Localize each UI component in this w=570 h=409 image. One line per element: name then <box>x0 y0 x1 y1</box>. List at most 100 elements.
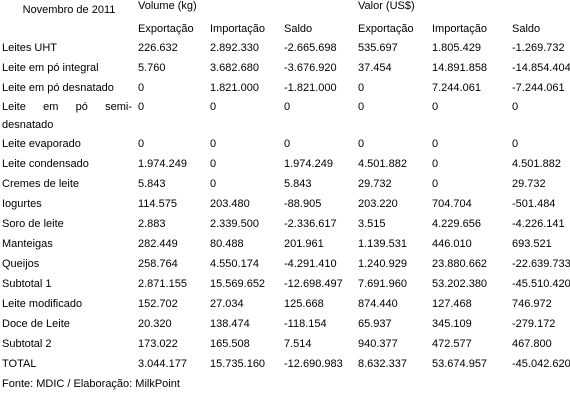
cell: 258.764 <box>138 258 178 270</box>
table-row: Subtotal 2 173.022 165.508 7.514 940.377 472.… <box>0 334 570 354</box>
cell: 472.577 <box>432 338 472 350</box>
cell: -1.269.732 <box>512 42 565 54</box>
row-label: Leite em pó desnatado <box>2 82 114 94</box>
cell: 29.732 <box>512 178 546 190</box>
cell: 0 <box>210 178 217 190</box>
cell: 0 <box>432 101 439 113</box>
cell: 173.022 <box>138 338 178 350</box>
table-row: Subtotal 1 2.871.155 15.569.652 -12.698.497… <box>0 274 570 294</box>
cell: 4.501.882 <box>512 158 561 170</box>
row-label: Soro de leite <box>2 218 64 230</box>
row-label: Subtotal 1 <box>2 278 52 290</box>
table-row: Leite em pó integral 5.760 3.682.680 -3.676… <box>0 58 570 78</box>
cell: 2.892.330 <box>210 42 259 54</box>
cell: -22.639.733 <box>512 258 570 270</box>
cell: 152.702 <box>138 298 178 310</box>
cell: 1.240.929 <box>358 258 407 270</box>
cell: 20.320 <box>138 318 172 330</box>
cell: 2.883 <box>138 218 166 230</box>
cell: 467.800 <box>512 338 552 350</box>
cell: 940.377 <box>358 338 398 350</box>
cell: 3.682.680 <box>210 62 259 74</box>
table-row: Leites UHT 226.632 2.892.330 -2.665.698 535.… <box>0 38 570 58</box>
table-body: Novembro de 2011 Volume (kg) Valor (US$)… <box>0 0 570 374</box>
cell: 114.575 <box>138 198 177 210</box>
cell: 1.974.249 <box>284 158 333 170</box>
column-header: Importação <box>432 22 488 35</box>
cell: 535.697 <box>358 42 398 54</box>
table-row: Leite condensado 1.974.249 0 1.974.249 4.501… <box>0 154 570 174</box>
cell: -279.172 <box>512 318 556 330</box>
cell: 0 <box>210 158 217 170</box>
cell: 0 <box>432 158 439 170</box>
cell: 201.961 <box>284 238 324 250</box>
cell: 746.972 <box>512 298 552 310</box>
table-row: Leite evaporado 0 0 0 0 0 0 <box>0 134 570 154</box>
cell: 0 <box>432 138 439 150</box>
cell: 203.480 <box>210 198 250 210</box>
cell: 1.139.531 <box>358 238 407 250</box>
cell: -4.226.141 <box>512 218 565 230</box>
cell: 29.732 <box>358 178 392 190</box>
cell: 0 <box>210 101 217 113</box>
row-label: Queijos <box>2 258 40 270</box>
group-header: Valor (US$) <box>358 0 415 12</box>
cell: -501.484 <box>512 198 556 210</box>
table-row: Soro de leite 2.883 2.339.500 -2.336.617 3.5… <box>0 214 570 234</box>
column-header: Saldo <box>284 22 313 35</box>
row-label: Leite condensado <box>2 158 89 170</box>
column-header: Saldo <box>512 22 541 35</box>
table-row: Leite em pó desnatado 0 1.821.000 -1.821.00… <box>0 78 570 98</box>
cell: 0 <box>358 101 365 113</box>
row-label: Manteigas <box>2 238 53 250</box>
cell: 446.010 <box>432 238 472 250</box>
cell: -12.698.497 <box>284 278 343 290</box>
cell: -118.154 <box>284 318 327 330</box>
table-title: Novembro de 2011 <box>22 4 116 16</box>
cell: 704.704 <box>432 198 472 210</box>
cell: 65.937 <box>358 318 392 330</box>
cell: 0 <box>358 138 365 150</box>
row-label: Leites UHT <box>2 42 58 54</box>
column-header: Exportação <box>138 22 194 35</box>
cell: -2.336.617 <box>284 218 337 230</box>
cell: 7.244.061 <box>432 82 481 94</box>
table-row: Leite em pó semi-desnatado 0 0 0 0 0 0 <box>0 98 570 134</box>
cell: 8.632.337 <box>358 358 407 370</box>
table-row: Manteigas 282.449 80.488 201.961 1.139.531 44… <box>0 234 570 254</box>
row-label: TOTAL <box>2 358 37 370</box>
cell: 53.674.957 <box>432 358 488 370</box>
cell: 1.974.249 <box>138 158 187 170</box>
cell: 0 <box>284 138 291 150</box>
row-label: Leite em pó semi-desnatado <box>2 101 132 131</box>
cell: 37.454 <box>358 62 392 74</box>
cell: 15.735.160 <box>210 358 266 370</box>
cell: -3.676.920 <box>284 62 337 74</box>
row-label: Subtotal 2 <box>2 338 52 350</box>
cell: 4.229.656 <box>432 218 481 230</box>
cell: -14.854.404 <box>512 62 570 74</box>
cell: -45.042.620 <box>512 358 570 370</box>
cell: 5.760 <box>138 62 166 74</box>
table-row: Iogurtes 114.575 203.480 -88.905 203.220 704.… <box>0 194 570 214</box>
header-row: Novembro de 2011 Volume (kg) Valor (US$) <box>0 0 570 19</box>
cell: 80.488 <box>210 238 244 250</box>
cell: 127.468 <box>432 298 472 310</box>
cell: 4.501.882 <box>358 158 407 170</box>
cell: 1.805.429 <box>432 42 481 54</box>
cell: 14.891.858 <box>432 62 488 74</box>
cell: 165.508 <box>210 338 250 350</box>
cell: -4.291.410 <box>284 258 337 270</box>
cell: 0 <box>138 138 145 150</box>
cell: 874.440 <box>358 298 398 310</box>
cell: 53.202.380 <box>432 278 488 290</box>
row-label: Leite em pó integral <box>2 62 99 74</box>
cell: 138.474 <box>210 318 250 330</box>
cell: 1.821.000 <box>210 82 259 94</box>
row-label: Doce de Leite <box>2 318 70 330</box>
row-label: Cremes de leite <box>2 178 80 190</box>
table-row: TOTAL 3.044.177 15.735.160 -12.690.983 8.632… <box>0 354 570 374</box>
cell: 0 <box>512 138 519 150</box>
group-header: Volume (kg) <box>138 0 197 12</box>
